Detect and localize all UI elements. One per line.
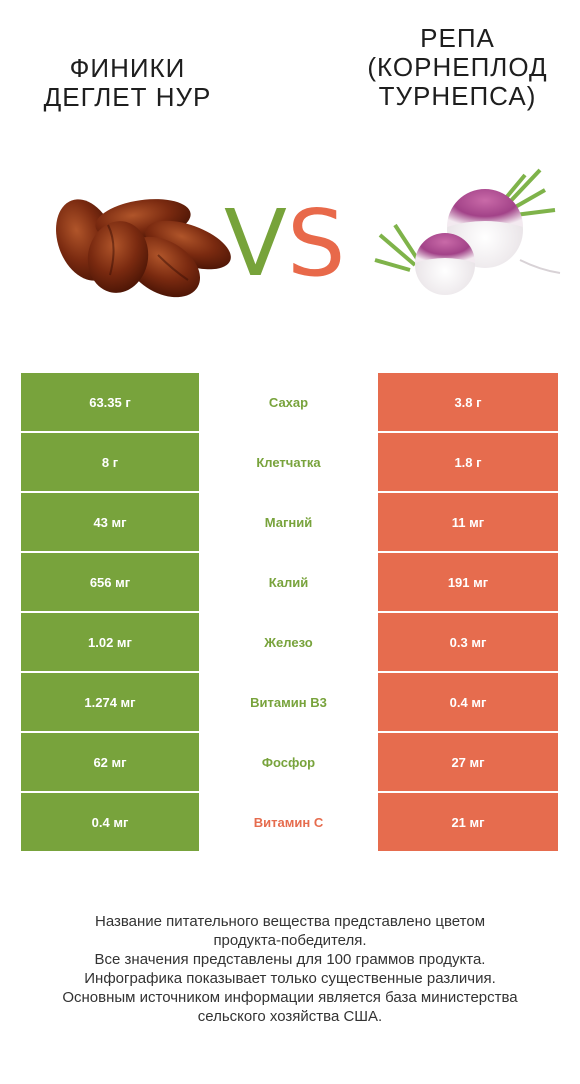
nutrient-name: Калий [199, 553, 378, 611]
left-value: 8 г [21, 433, 199, 491]
table-row: 1.274 мг Витамин B3 0.4 мг [21, 673, 558, 731]
right-value: 21 мг [378, 793, 558, 851]
right-value: 191 мг [378, 553, 558, 611]
right-value: 11 мг [378, 493, 558, 551]
turnip-image [374, 168, 561, 295]
footnote-line: сельского хозяйства США. [197, 1008, 383, 1025]
left-value: 1.02 мг [21, 613, 199, 671]
vs-label: VS [224, 190, 346, 297]
right-value: 3.8 г [378, 373, 558, 431]
left-value: 63.35 г [21, 373, 199, 431]
table-row: 43 мг Магний 11 мг [21, 493, 558, 551]
left-value: 43 мг [21, 493, 199, 551]
nutrient-name: Сахар [199, 373, 378, 431]
nutrient-name: Клетчатка [199, 433, 378, 491]
footnote-line: Все значения представлены для 100 граммо… [94, 951, 486, 968]
table-row: 656 мг Калий 191 мг [21, 553, 558, 611]
right-product-title: Репа (корнеплод турнепса) [367, 23, 548, 111]
nutrient-name: Железо [199, 613, 378, 671]
left-value: 656 мг [21, 553, 199, 611]
left-product-title: Финики Деглет Нур [43, 53, 212, 112]
table-row: 8 г Клетчатка 1.8 г [21, 433, 558, 491]
right-value: 27 мг [378, 733, 558, 791]
nutrient-name: Витамин B3 [199, 673, 378, 731]
table-row: 63.35 г Сахар 3.8 г [21, 373, 558, 431]
table-row: 62 мг Фосфор 27 мг [21, 733, 558, 791]
nutrient-name: Фосфор [199, 733, 378, 791]
nutrient-name: Витамин C [199, 793, 378, 851]
footnote-line: Инфографика показывает только существенн… [84, 970, 496, 987]
footnote-line: Основным источником информации является … [62, 989, 518, 1006]
right-value: 0.3 мг [378, 613, 558, 671]
left-value: 1.274 мг [21, 673, 199, 731]
nutrient-name: Магний [199, 493, 378, 551]
footnote: Название питательного вещества представл… [20, 912, 560, 1026]
right-value: 0.4 мг [378, 673, 558, 731]
left-value: 0.4 мг [21, 793, 199, 851]
footnote-line: Название питательного вещества представл… [94, 913, 486, 930]
table-row: 1.02 мг Железо 0.3 мг [21, 613, 558, 671]
footnote-line: продукта-победителя. [213, 932, 367, 949]
table-row: 0.4 мг Витамин C 21 мг [21, 793, 558, 851]
dates-image [56, 199, 231, 298]
right-value: 1.8 г [378, 433, 558, 491]
left-value: 62 мг [21, 733, 199, 791]
